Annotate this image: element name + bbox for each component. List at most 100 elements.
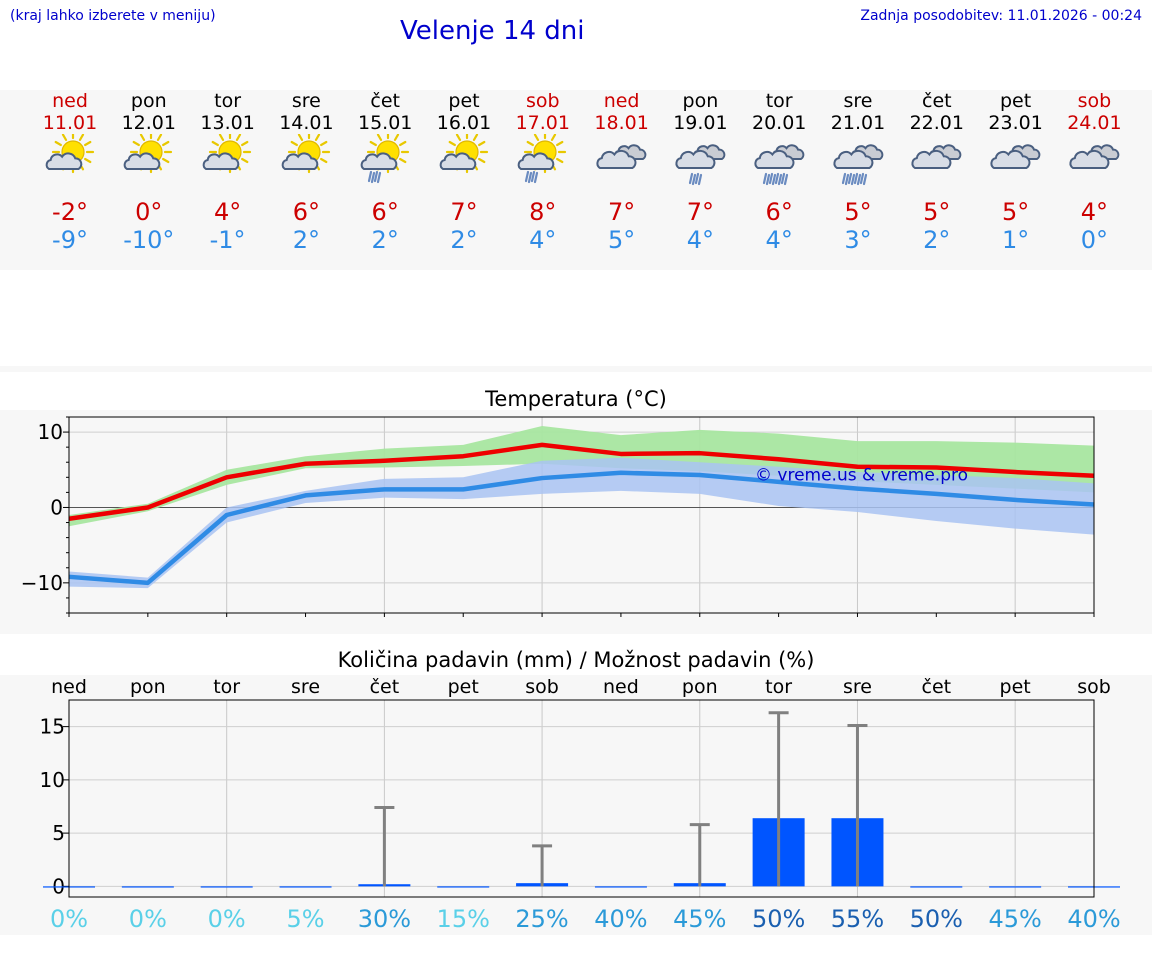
day-column: pet 23.01 5° 1° bbox=[976, 90, 1055, 254]
min-temperature: 1° bbox=[1001, 226, 1030, 254]
day-label: sre bbox=[843, 676, 872, 698]
day-label: ned bbox=[603, 676, 639, 698]
y-tick-label: 10 bbox=[40, 768, 65, 792]
precipitation-chart: ned pon tor sre čet pet sob ned pon tor sre čet pet s… bbox=[40, 676, 1121, 933]
min-temperature-line bbox=[68, 470, 1095, 586]
precipitation-chart-title: Količina padavin (mm) / Možnost padavin … bbox=[337, 648, 815, 672]
min-temperature: 2° bbox=[292, 226, 321, 254]
sun-cloud-icon bbox=[281, 134, 330, 174]
cloud-rain-icon bbox=[675, 144, 726, 186]
day-name: ned bbox=[603, 90, 640, 112]
day-label: čet bbox=[370, 676, 400, 698]
precipitation-probability: 45% bbox=[673, 905, 726, 933]
day-column: sob 17.01 8° 4° bbox=[503, 90, 582, 254]
min-temperature: 2° bbox=[923, 226, 951, 254]
cloudy-icon bbox=[990, 144, 1041, 169]
day-date: 18.01 bbox=[594, 112, 649, 134]
max-temperature: 6° bbox=[292, 198, 321, 226]
max-temperature: 5° bbox=[1001, 198, 1030, 226]
max-temperature-line bbox=[68, 442, 1095, 521]
day-name: čet bbox=[370, 90, 400, 112]
min-temperature: -10° bbox=[123, 226, 175, 254]
day-column: tor 13.01 4° -1° bbox=[188, 90, 267, 254]
max-temperature: 4° bbox=[213, 198, 242, 226]
min-temperature: 5° bbox=[607, 226, 636, 254]
day-label: pon bbox=[682, 676, 718, 698]
y-tick-label: 10 bbox=[38, 420, 63, 444]
daily-forecast-strip: ned 11.01 -2° -9° pon 12.01 0° -10° tor 13.01 4° -1… bbox=[0, 90, 1152, 270]
max-temperature: 5° bbox=[923, 198, 951, 226]
day-column: ned 18.01 7° 5° bbox=[582, 90, 661, 254]
day-label: tor bbox=[765, 676, 792, 698]
cloud-heavy-rain-icon bbox=[832, 144, 883, 186]
max-temperature: 4° bbox=[1080, 198, 1109, 226]
day-column: tor 20.01 6° 4° bbox=[740, 90, 819, 254]
max-temperature: 6° bbox=[371, 198, 399, 226]
y-tick-label: 0 bbox=[50, 495, 63, 519]
day-date: 16.01 bbox=[436, 112, 492, 134]
max-temperature: 6° bbox=[765, 198, 793, 226]
precipitation-bar bbox=[594, 886, 647, 888]
cloudy-icon bbox=[596, 144, 647, 169]
day-column: čet 15.01 6° 2° bbox=[346, 90, 425, 254]
sun-cloud-rain-icon bbox=[517, 134, 567, 184]
precipitation-probability: 0% bbox=[129, 905, 167, 933]
precipitation-probability: 40% bbox=[594, 905, 647, 933]
day-label: pon bbox=[130, 676, 166, 698]
plot-area bbox=[69, 700, 1094, 897]
day-label: čet bbox=[922, 676, 952, 698]
day-column: pet 16.01 7° 2° bbox=[425, 90, 504, 254]
sun-cloud-icon bbox=[123, 134, 173, 174]
max-temperature-band bbox=[69, 426, 1094, 527]
day-date: 13.01 bbox=[200, 112, 255, 134]
temperature-chart-title: Temperatura (°C) bbox=[485, 387, 667, 411]
precipitation-bar bbox=[437, 886, 490, 888]
day-date: 21.01 bbox=[830, 112, 886, 134]
day-label: sre bbox=[291, 676, 320, 698]
day-column: pon 12.01 0° -10° bbox=[109, 90, 188, 254]
min-temperature: 4° bbox=[686, 226, 715, 254]
day-label: pet bbox=[1000, 676, 1031, 698]
day-column: pon 19.01 7° 4° bbox=[661, 90, 740, 254]
precipitation-probability: 15% bbox=[437, 905, 490, 933]
plot-frame bbox=[68, 699, 1095, 898]
day-name: tor bbox=[765, 90, 793, 112]
max-temperature: 7° bbox=[450, 198, 478, 226]
precipitation-bar bbox=[989, 886, 1042, 888]
y-tick-label: 15 bbox=[40, 715, 65, 739]
last-update: Zadnja posodobitev: 11.01.2026 - 00:24 bbox=[860, 8, 1142, 24]
day-name: sob bbox=[526, 90, 560, 112]
day-date: 15.01 bbox=[357, 112, 413, 134]
min-temperature: -1° bbox=[209, 226, 246, 254]
precipitation-probability: 0% bbox=[208, 905, 246, 933]
precipitation-probability: 45% bbox=[988, 905, 1041, 933]
max-temperature: 0° bbox=[135, 198, 163, 226]
precipitation-bar bbox=[121, 886, 174, 888]
sun-cloud-rain-icon bbox=[360, 134, 409, 184]
day-date: 12.01 bbox=[121, 112, 176, 134]
cloudy-icon bbox=[911, 144, 962, 169]
precipitation-probability: 30% bbox=[358, 905, 411, 933]
day-column: sob 24.01 4° 0° bbox=[1055, 90, 1134, 254]
max-temperature: 7° bbox=[607, 198, 636, 226]
day-column: čet 22.01 5° 2° bbox=[897, 90, 976, 254]
min-temperature: 0° bbox=[1080, 226, 1109, 254]
precipitation-probability: 0% bbox=[50, 905, 88, 933]
precipitation-probability: 50% bbox=[752, 905, 805, 933]
day-label: ned bbox=[51, 676, 87, 698]
min-temperature-band bbox=[69, 457, 1094, 589]
day-date: 23.01 bbox=[988, 112, 1043, 134]
day-label: pet bbox=[448, 676, 479, 698]
separator bbox=[0, 366, 1152, 372]
precipitation-probability: 5% bbox=[286, 905, 324, 933]
temperature-chart: 10 0 −10 © vreme.us & vreme.pro bbox=[21, 416, 1095, 617]
day-date: 22.01 bbox=[909, 112, 964, 134]
sun-cloud-icon bbox=[439, 134, 488, 174]
day-date: 20.01 bbox=[751, 112, 807, 134]
precipitation-probability: 55% bbox=[831, 905, 884, 933]
day-name: tor bbox=[214, 90, 242, 112]
day-date: 24.01 bbox=[1067, 112, 1122, 134]
max-temperature: -2° bbox=[52, 198, 88, 226]
location-hint: (kraj lahko izberete v meniju) bbox=[10, 8, 216, 24]
min-temperature: 3° bbox=[844, 226, 872, 254]
